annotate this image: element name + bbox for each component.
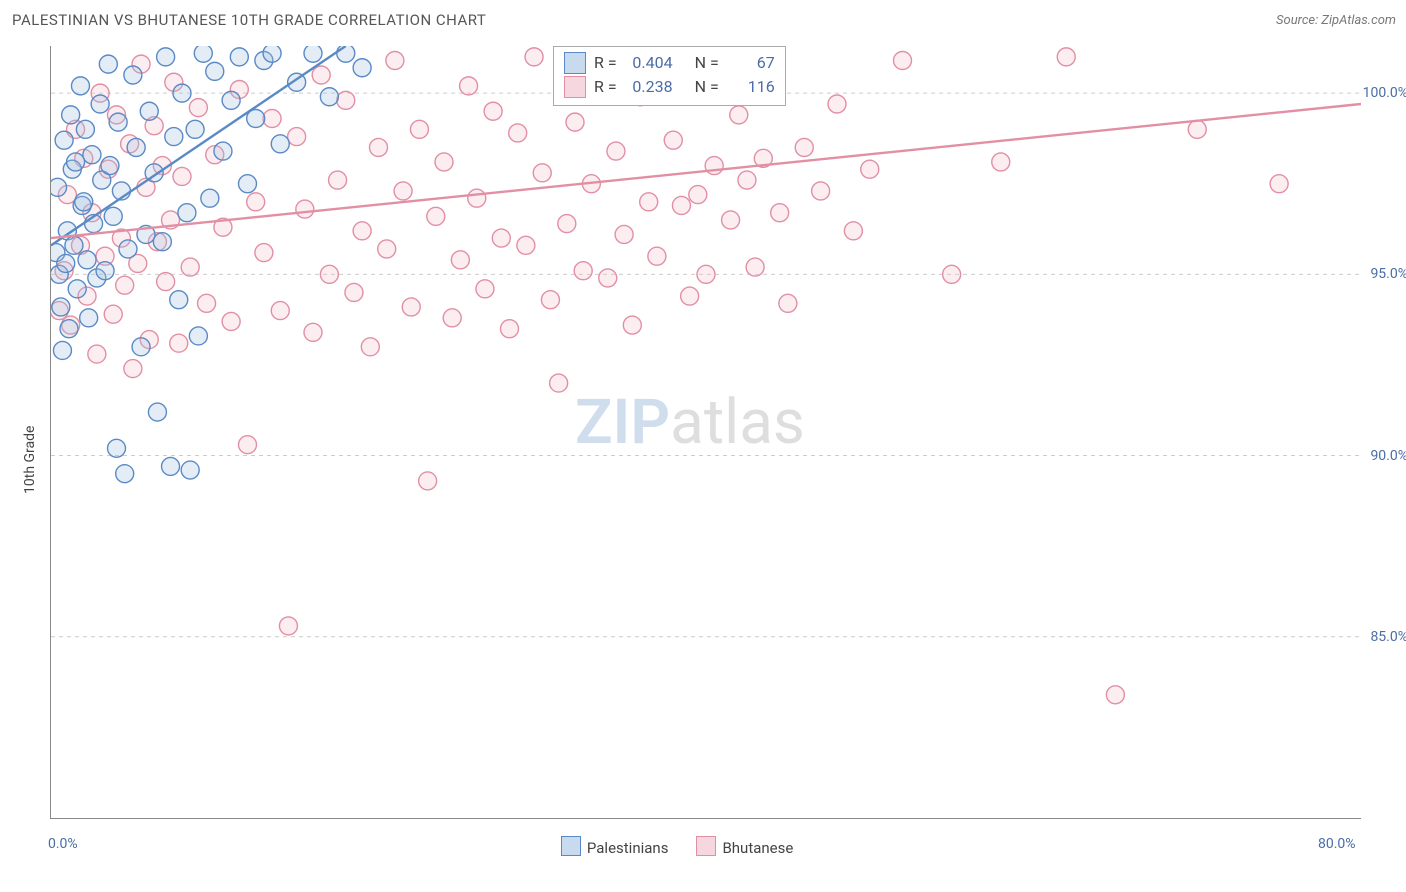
stat-r-label: R = [594,75,617,99]
legend-label: Palestinians [587,839,669,857]
x-axis-label-min: 0.0% [48,836,78,852]
stat-legend-row: R = 0.404 N = 67 [564,51,775,75]
stat-r-value: 0.238 [625,75,673,99]
stat-n-label: N = [695,51,719,75]
x-axis-label-max: 80.0% [1318,836,1356,852]
legend-label: Bhutanese [722,839,793,857]
title-bar: PALESTINIAN VS BHUTANESE 10TH GRADE CORR… [0,0,1406,40]
legend-item: Palestinians [561,836,669,857]
stat-legend: R = 0.404 N = 67 R = 0.238 N = 116 [553,46,786,106]
y-tick-label: 85.0% [1370,629,1406,645]
series-legend: Palestinians Bhutanese [561,836,793,857]
y-tick-label: 100.0% [1363,85,1406,101]
stat-r-label: R = [594,51,617,75]
legend-swatch-icon [696,836,716,856]
stat-r-value: 0.404 [625,51,673,75]
y-axis-title: 10th Grade [22,425,38,493]
stat-n-label: N = [695,75,719,99]
chart-title: PALESTINIAN VS BHUTANESE 10TH GRADE CORR… [12,11,486,29]
stat-n-value: 116 [727,75,775,99]
legend-item: Bhutanese [696,836,793,857]
y-tick-label: 95.0% [1370,266,1406,282]
legend-swatch-icon [564,52,586,74]
plot-area: ZIPatlas R =0.404N =67R =0.238N =116 [50,46,1361,819]
legend-swatch-icon [561,836,581,856]
legend-swatch-icon [564,76,586,98]
y-tick-label: 90.0% [1370,448,1406,464]
chart-svg [51,46,1361,818]
stat-legend-row: R = 0.238 N = 116 [564,75,775,99]
stat-n-value: 67 [727,51,775,75]
source-label: Source: ZipAtlas.com [1276,13,1396,28]
